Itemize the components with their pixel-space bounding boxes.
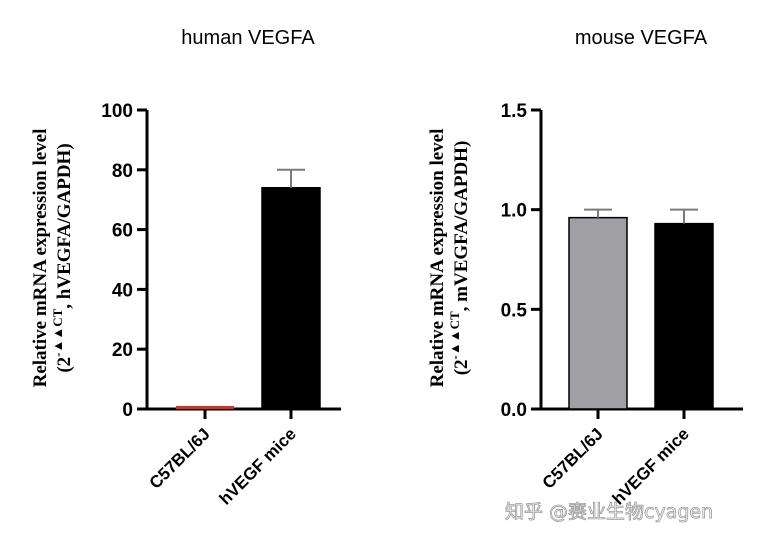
bar-c57bl-6j (176, 406, 234, 409)
bars (568, 208, 714, 410)
y-label-suffix: , mVEGFA/GAPDH) (451, 141, 472, 312)
bar-c57bl-6j (568, 216, 628, 410)
y-axis-label-line2: (2-▲▲CT, mVEGFA/GAPDH) (447, 141, 472, 376)
bar-hvegf-mice (261, 186, 321, 410)
y-tick-label: 60 (112, 221, 133, 242)
y-label-prefix: (2 (54, 357, 75, 373)
y-axis-label-line2: (2-▲▲CT, hVEGFA/GAPDH) (50, 143, 75, 372)
y-tick-label: 0.0 (501, 400, 527, 421)
y-label-suffix: , hVEGFA/GAPDH) (54, 143, 75, 308)
bar-hvegf-mice (654, 222, 714, 410)
x-tick-label: C57BL/6J (539, 424, 607, 492)
y-label-superscript: -▲▲CT (447, 311, 462, 359)
chart-human-vegfa: human VEGFA Relative mRNA expression lev… (30, 27, 341, 509)
x-tick-label: hVEGF mice (216, 424, 300, 508)
y-tick-label: 20 (112, 340, 133, 361)
y-axis-label-line1: Relative mRNA expression level (427, 129, 448, 388)
y-tick-label: 0 (122, 400, 133, 421)
y-tick-label: 40 (112, 280, 133, 301)
chart-title: mouse VEGFA (575, 27, 708, 49)
chart-mouse-vegfa: mouse VEGFA Relative mRNA expression lev… (427, 27, 743, 509)
bars (176, 168, 321, 410)
x-tick-label: C57BL/6J (146, 424, 214, 492)
watermark: 知乎 @赛业生物cyagen (505, 501, 713, 523)
x-tick-label: hVEGF mice (609, 424, 693, 508)
y-label-superscript: -▲▲CT (50, 308, 65, 356)
y-axis-label: Relative mRNA expression level (2-▲▲CT, … (30, 129, 75, 388)
chart-title: human VEGFA (181, 27, 315, 49)
y-tick-label: 80 (112, 161, 133, 182)
y-tick-label: 100 (101, 101, 133, 122)
y-tick-label: 0.5 (501, 300, 528, 321)
y-axis-label: Relative mRNA expression level (2-▲▲CT, … (427, 129, 472, 388)
y-tick-label: 1.5 (501, 101, 528, 122)
y-axis-label-line1: Relative mRNA expression level (30, 129, 51, 388)
y-label-prefix: (2 (451, 359, 472, 375)
y-tick-label: 1.0 (501, 201, 527, 222)
